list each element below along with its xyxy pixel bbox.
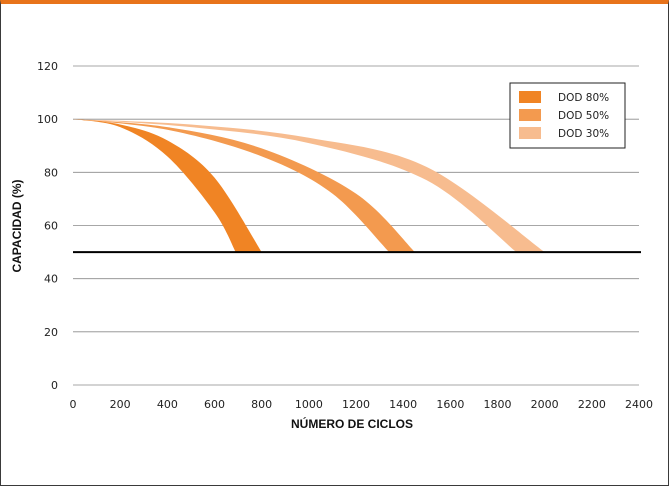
y-tick-label: 40 xyxy=(44,273,58,286)
x-tick-label: 2200 xyxy=(578,398,606,411)
legend-label: DOD 80% xyxy=(558,92,609,104)
gridlines xyxy=(73,65,639,333)
x-tick-label: 400 xyxy=(157,398,178,411)
x-tick-label: 1400 xyxy=(389,398,417,411)
y-tick-label: 20 xyxy=(44,326,58,339)
legend-label: DOD 30% xyxy=(558,128,609,140)
x-axis-title: NÚMERO DE CICLOS xyxy=(291,416,413,431)
y-tick-label: 0 xyxy=(51,379,58,392)
y-tick-label: 100 xyxy=(37,113,58,126)
x-tick-label: 1600 xyxy=(436,398,464,411)
x-tick-label: 2000 xyxy=(531,398,559,411)
legend-swatch xyxy=(519,109,541,121)
legend-swatch xyxy=(519,127,541,139)
series-band-dod-50- xyxy=(73,119,415,253)
x-tick-label: 2400 xyxy=(625,398,653,411)
x-tick-label: 200 xyxy=(110,398,131,411)
legend-label: DOD 50% xyxy=(558,110,609,122)
y-tick-label: 80 xyxy=(44,166,58,179)
y-axis-title: CAPACIDAD (%) xyxy=(10,179,24,272)
x-tick-label: 1200 xyxy=(342,398,370,411)
series-bands xyxy=(73,119,545,253)
y-tick-label: 120 xyxy=(37,60,58,73)
x-tick-label: 0 xyxy=(70,398,77,411)
y-tick-label: 60 xyxy=(44,220,58,233)
x-tick-label: 600 xyxy=(204,398,225,411)
legend: DOD 80% DOD 50% DOD 30% xyxy=(509,82,626,149)
legend-swatch xyxy=(519,91,541,103)
x-tick-label: 1800 xyxy=(484,398,512,411)
x-tick-label: 1000 xyxy=(295,398,323,411)
series-band-dod-80- xyxy=(73,119,262,253)
series-band-dod-30- xyxy=(73,119,545,253)
x-tick-label: 800 xyxy=(251,398,272,411)
